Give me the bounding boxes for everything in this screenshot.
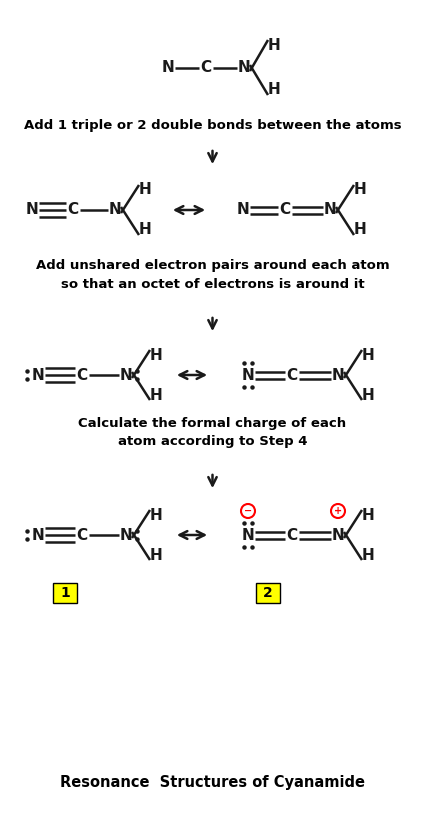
Text: N: N (332, 527, 344, 542)
Text: 1: 1 (60, 586, 70, 600)
FancyBboxPatch shape (53, 583, 77, 603)
Text: C: C (76, 368, 88, 382)
Text: N: N (119, 368, 132, 382)
Text: H: H (354, 183, 366, 197)
Text: N: N (119, 527, 132, 542)
Text: H: H (150, 508, 162, 523)
Text: H: H (150, 347, 162, 363)
Text: H: H (268, 83, 280, 97)
Text: 2: 2 (263, 586, 273, 600)
Text: H: H (139, 183, 151, 197)
Text: H: H (268, 38, 280, 52)
Text: N: N (237, 202, 249, 218)
Text: Add 1 triple or 2 double bonds between the atoms: Add 1 triple or 2 double bonds between t… (24, 119, 401, 132)
FancyBboxPatch shape (256, 583, 280, 603)
Text: Resonance  Structures of Cyanamide: Resonance Structures of Cyanamide (60, 776, 365, 790)
Text: +: + (334, 506, 342, 516)
Text: H: H (150, 547, 162, 563)
Text: C: C (201, 61, 212, 75)
Text: C: C (68, 202, 79, 218)
Text: N: N (238, 61, 250, 75)
Text: C: C (76, 527, 88, 542)
Text: N: N (242, 368, 255, 382)
Text: H: H (362, 387, 374, 402)
Text: N: N (31, 368, 44, 382)
Text: H: H (362, 508, 374, 523)
Text: H: H (362, 547, 374, 563)
Text: C: C (286, 368, 298, 382)
Text: H: H (354, 223, 366, 238)
Text: N: N (242, 527, 255, 542)
Text: N: N (31, 527, 44, 542)
Text: H: H (139, 223, 151, 238)
Text: N: N (26, 202, 38, 218)
Text: N: N (109, 202, 122, 218)
Text: N: N (323, 202, 336, 218)
Text: H: H (362, 347, 374, 363)
Text: Add unshared electron pairs around each atom
so that an octet of electrons is ar: Add unshared electron pairs around each … (36, 260, 389, 291)
Text: H: H (150, 387, 162, 402)
Text: Calculate the formal charge of each
atom according to Step 4: Calculate the formal charge of each atom… (79, 417, 346, 447)
Text: C: C (279, 202, 291, 218)
Text: N: N (162, 61, 174, 75)
Text: N: N (332, 368, 344, 382)
Text: C: C (286, 527, 298, 542)
Text: −: − (244, 506, 252, 516)
